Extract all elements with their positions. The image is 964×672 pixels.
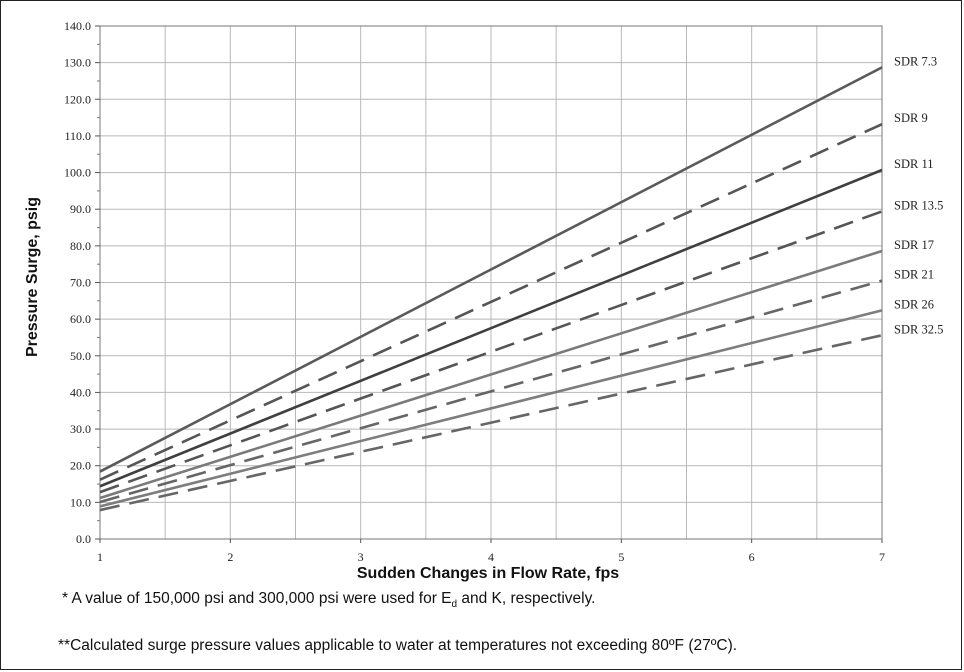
y-tick-label: 140.0 xyxy=(64,19,91,33)
y-axis-title: Pressure Surge, psig xyxy=(24,197,41,357)
x-tick-label: 1 xyxy=(97,550,103,564)
axis-ticks: 0.0 10.0 20.0 30.0 40.0 50.0 60.0 70.0 80.0 90.0 1… xyxy=(64,19,885,564)
series-label: SDR 11 xyxy=(894,157,933,171)
y-tick-label: 100.0 xyxy=(64,166,91,180)
series-label: SDR 21 xyxy=(894,268,934,282)
footnote-modulus-tail: and K, respectively. xyxy=(457,590,596,607)
series-label: SDR 9 xyxy=(894,111,928,125)
footnote-modulus: * A value of 150,000 psi and 300,000 psi… xyxy=(62,590,595,610)
series-line xyxy=(99,123,883,481)
footnote-temperature: **Calculated surge pressure values appli… xyxy=(58,637,738,654)
x-axis-title: Sudden Changes in Flow Rate, fps xyxy=(357,565,619,582)
series-label: SDR 26 xyxy=(894,297,934,311)
x-tick-label: 6 xyxy=(749,550,755,564)
series-line xyxy=(99,333,883,512)
footnote-modulus-text: * A value of 150,000 psi and 300,000 psi… xyxy=(62,590,452,607)
series-line xyxy=(99,66,883,473)
series-line xyxy=(99,309,883,508)
x-tick-label: 2 xyxy=(227,550,233,564)
series-line xyxy=(99,210,883,494)
series-label: SDR 13.5 xyxy=(894,198,943,212)
y-tick-label: 110.0 xyxy=(64,129,91,143)
y-tick-label: 130.0 xyxy=(64,56,91,70)
y-tick-label: 30.0 xyxy=(70,422,91,436)
footnote-modulus-subscript: d xyxy=(451,599,458,611)
x-tick-label: 3 xyxy=(358,550,364,564)
y-tick-label: 80.0 xyxy=(70,239,91,253)
series-line xyxy=(99,249,883,500)
series-line xyxy=(99,168,883,488)
series-label: SDR 17 xyxy=(894,238,934,252)
series-labels: SDR 7.3 SDR 9 SDR 11 SDR 13.5 SDR 17 SDR 21 SD… xyxy=(894,54,943,336)
series-label: SDR 32.5 xyxy=(894,322,943,336)
series-lines xyxy=(99,66,883,512)
x-tick-label: 4 xyxy=(488,550,494,564)
y-tick-label: 20.0 xyxy=(70,459,91,473)
x-tick-label: 5 xyxy=(618,550,624,564)
series-label: SDR 7.3 xyxy=(894,54,937,68)
series-line xyxy=(99,279,883,504)
y-tick-label: 70.0 xyxy=(70,276,91,290)
y-tick-label: 120.0 xyxy=(64,92,91,106)
y-tick-label: 10.0 xyxy=(70,495,91,509)
x-tick-label: 7 xyxy=(879,550,885,564)
y-tick-label: 60.0 xyxy=(70,312,91,326)
y-tick-label: 90.0 xyxy=(70,202,91,216)
y-tick-label: 50.0 xyxy=(70,349,91,363)
y-tick-label: 40.0 xyxy=(70,385,91,399)
y-tick-label: 0.0 xyxy=(76,532,91,546)
